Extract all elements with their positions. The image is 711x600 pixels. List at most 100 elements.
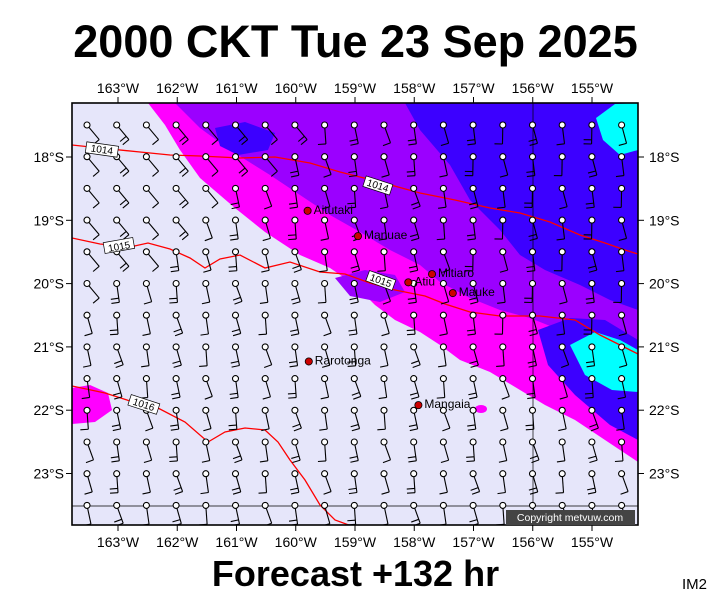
wind-barb — [406, 153, 418, 177]
wind-barb — [585, 343, 596, 368]
wind-barb — [169, 438, 180, 463]
wind-barb — [261, 153, 278, 177]
wind-barb — [112, 375, 123, 400]
wind-barb — [436, 375, 447, 399]
place-label: Rarotonga — [315, 353, 371, 367]
wind-barb — [291, 279, 301, 305]
wind-barb — [409, 216, 420, 242]
wind-barb — [614, 438, 626, 463]
wind-barb — [409, 375, 420, 400]
wind-barb — [468, 375, 478, 400]
wind-barb — [231, 121, 249, 146]
heavy-rain-area — [405, 103, 638, 310]
wind-barb — [80, 406, 91, 431]
wind-barb — [499, 406, 509, 432]
wind-barb — [172, 184, 189, 209]
wind-barb — [466, 311, 477, 336]
wind-barb — [201, 279, 211, 305]
lon-tick-label-bottom: 162°W — [156, 534, 199, 550]
wind-barb — [321, 343, 331, 368]
lon-tick-label-bottom: 156°W — [512, 534, 555, 550]
wind-barb — [288, 343, 299, 368]
place-label: Mangaia — [424, 397, 470, 411]
wind-barb — [498, 438, 508, 463]
wind-barb — [466, 438, 477, 463]
lon-tick-label-bottom: 163°W — [97, 534, 140, 550]
svg-text:1015: 1015 — [107, 240, 131, 255]
wind-barb — [618, 311, 628, 337]
wind-barb — [528, 470, 539, 495]
wind-barb — [231, 311, 242, 337]
wind-barb — [142, 470, 151, 495]
wind-barb — [528, 216, 538, 242]
wind-barb — [228, 406, 240, 431]
wind-barb — [555, 470, 566, 494]
wind-barb — [439, 153, 448, 178]
wind-barb — [408, 406, 419, 432]
wind-barb — [377, 406, 388, 431]
wind-barb — [231, 438, 243, 464]
wind-barb — [410, 343, 421, 369]
wind-barb — [407, 279, 418, 304]
wind-barb — [200, 311, 210, 336]
lon-tick-label-top: 160°W — [275, 80, 318, 96]
wind-barb — [291, 248, 302, 273]
wind-barb — [464, 153, 477, 177]
wind-barb — [350, 375, 362, 400]
wind-barb — [583, 121, 596, 145]
wind-barb — [525, 406, 537, 431]
wind-barb — [618, 470, 629, 495]
wind-barb — [142, 248, 160, 272]
wind-barb — [466, 121, 477, 146]
wind-barb — [467, 406, 477, 431]
forecast-label: Forecast +132 hr — [211, 553, 500, 594]
wind-barb — [587, 248, 598, 273]
wind-barb — [497, 279, 507, 304]
wind-barb — [83, 121, 100, 146]
wind-barb — [111, 406, 122, 432]
wind-barb — [615, 248, 626, 273]
wind-barb — [142, 121, 160, 146]
axis-tick-labels: 163°W 163°W 162°W 162°W 161°W 161°W 160°W 160°W… — [33, 80, 679, 550]
wind-barb — [439, 311, 448, 336]
wind-barb — [583, 311, 596, 335]
wind-barb — [439, 121, 450, 146]
wind-barb — [83, 311, 93, 337]
wind-barb — [202, 406, 212, 432]
wind-barb — [291, 438, 301, 463]
wind-barb — [291, 406, 302, 432]
lat-tick-label-right: 19°S — [649, 212, 680, 228]
isobar-label-1014: 1014 — [84, 141, 119, 158]
place-label: Mitiaro — [438, 266, 474, 280]
wind-barb — [378, 216, 388, 241]
wind-barb — [83, 343, 92, 368]
wind-barb — [259, 438, 269, 463]
wind-barb — [171, 375, 181, 400]
wind-barb — [142, 279, 153, 305]
wind-barb — [230, 184, 240, 210]
lon-tick-label-top: 156°W — [512, 80, 555, 96]
wind-barb — [169, 279, 180, 304]
wind-barb — [585, 184, 596, 209]
wind-barb — [141, 343, 150, 368]
wind-barb — [172, 343, 182, 368]
wind-barb — [202, 184, 219, 209]
wind-barb — [321, 311, 332, 337]
lon-tick-label-bottom: 159°W — [334, 534, 377, 550]
wind-barb — [288, 184, 299, 209]
wind-barb — [408, 248, 419, 273]
wind-barb — [290, 470, 300, 495]
wind-barb — [347, 343, 358, 367]
wind-barb — [528, 438, 540, 464]
wind-barb — [407, 438, 418, 463]
wind-barb — [584, 375, 596, 399]
wind-barb — [142, 438, 153, 463]
lon-tick-label-bottom: 157°W — [452, 534, 495, 550]
wind-barb — [261, 343, 273, 369]
wind-barb — [439, 248, 451, 273]
wind-barb — [258, 470, 269, 494]
wind-barb — [380, 438, 392, 464]
wind-barb — [321, 153, 332, 178]
